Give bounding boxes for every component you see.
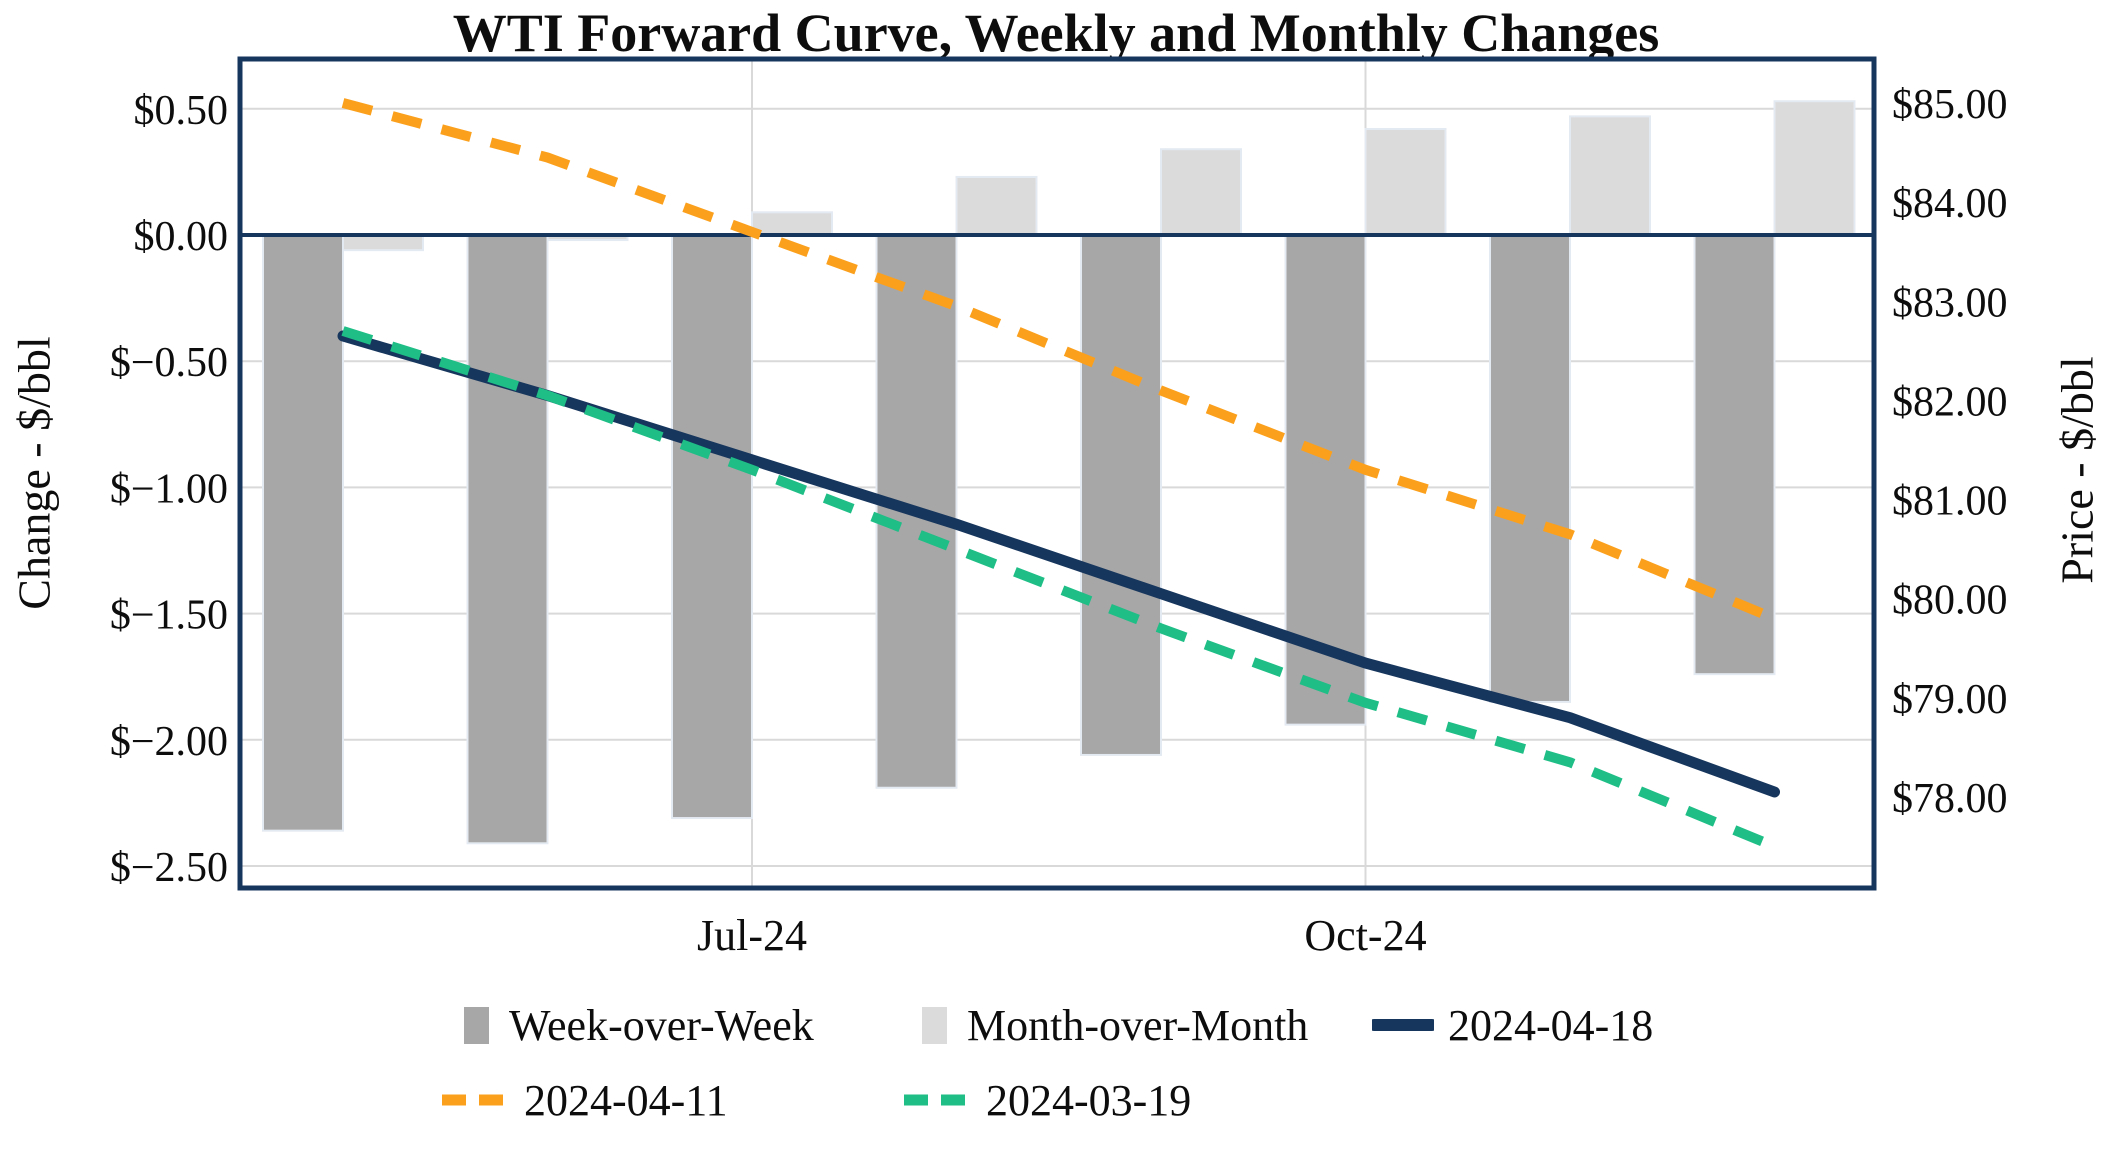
left-axis-tick-label: $−2.50 <box>110 845 228 891</box>
month-over-month-swatch-icon <box>922 1006 947 1044</box>
legend-label: 2024-04-11 <box>524 1075 728 1125</box>
left-axis-tick-label: $−0.50 <box>110 340 228 386</box>
solid-line-swatch-icon <box>1372 1019 1434 1031</box>
legend-label: 2024-03-19 <box>986 1075 1192 1125</box>
right-axis-tick-label: $78.00 <box>1892 776 2008 822</box>
dashed-line-swatch-icon <box>904 1094 966 1106</box>
bar-month-over-month <box>1364 127 1447 237</box>
bar-month-over-month <box>1773 100 1856 236</box>
x-axis-tick-label: Oct-24 <box>1304 911 1426 960</box>
bar-month-over-month <box>751 211 833 236</box>
left-axis-tick-label: $−2.00 <box>110 719 228 765</box>
bar-week-over-week <box>466 234 549 845</box>
legend-label: Month-over-Month <box>967 1000 1309 1050</box>
dashed-line-swatch-icon <box>442 1094 504 1106</box>
bar-month-over-month <box>955 175 1038 236</box>
left-axis-tick-label: $−1.50 <box>110 593 228 639</box>
legend-label: Week-over-Week <box>509 1000 814 1050</box>
legend-label: 2024-04-18 <box>1448 1000 1654 1050</box>
curve-2024-04-18 <box>337 330 1780 798</box>
left-axis-tick-label: $0.50 <box>134 88 229 134</box>
bar-month-over-month <box>1160 148 1242 237</box>
week-over-week-swatch-icon <box>464 1006 489 1044</box>
legend-item-2024-03-19: 2024-03-19 <box>904 1075 1192 1125</box>
legend-item-2024-04-11: 2024-04-11 <box>442 1075 728 1125</box>
x-axis-tick-label: Jul-24 <box>697 911 807 960</box>
bar-week-over-week <box>262 234 344 832</box>
legend-item-2024-04-18: 2024-04-18 <box>1372 1000 1654 1050</box>
legend-item-week-over-week: Week-over-Week <box>464 1000 814 1050</box>
right-axis-tick-label: $84.00 <box>1892 181 2008 227</box>
right-axis-tick-label: $79.00 <box>1892 677 2008 723</box>
right-axis-tick-label: $83.00 <box>1892 280 2008 326</box>
left-axis-tick-label: $0.00 <box>134 214 229 260</box>
left-axis-tick-label: $−1.00 <box>110 466 228 512</box>
plot-frame <box>237 56 1877 891</box>
bar-week-over-week <box>1080 234 1162 756</box>
bar-month-over-month <box>1569 115 1651 236</box>
right-axis-tick-label: $80.00 <box>1892 578 2008 624</box>
legend-item-month-over-month: Month-over-Month <box>922 1000 1309 1050</box>
right-axis-tick-label: $81.00 <box>1892 479 2008 525</box>
bar-week-over-week <box>1489 234 1571 703</box>
right-axis-tick-label: $85.00 <box>1892 82 2008 128</box>
bar-month-over-month <box>342 234 424 252</box>
bar-week-over-week <box>671 234 753 820</box>
chart-title: WTI Forward Curve, Weekly and Monthly Ch… <box>452 3 1660 63</box>
right-axis-tick-label: $82.00 <box>1892 379 2008 425</box>
